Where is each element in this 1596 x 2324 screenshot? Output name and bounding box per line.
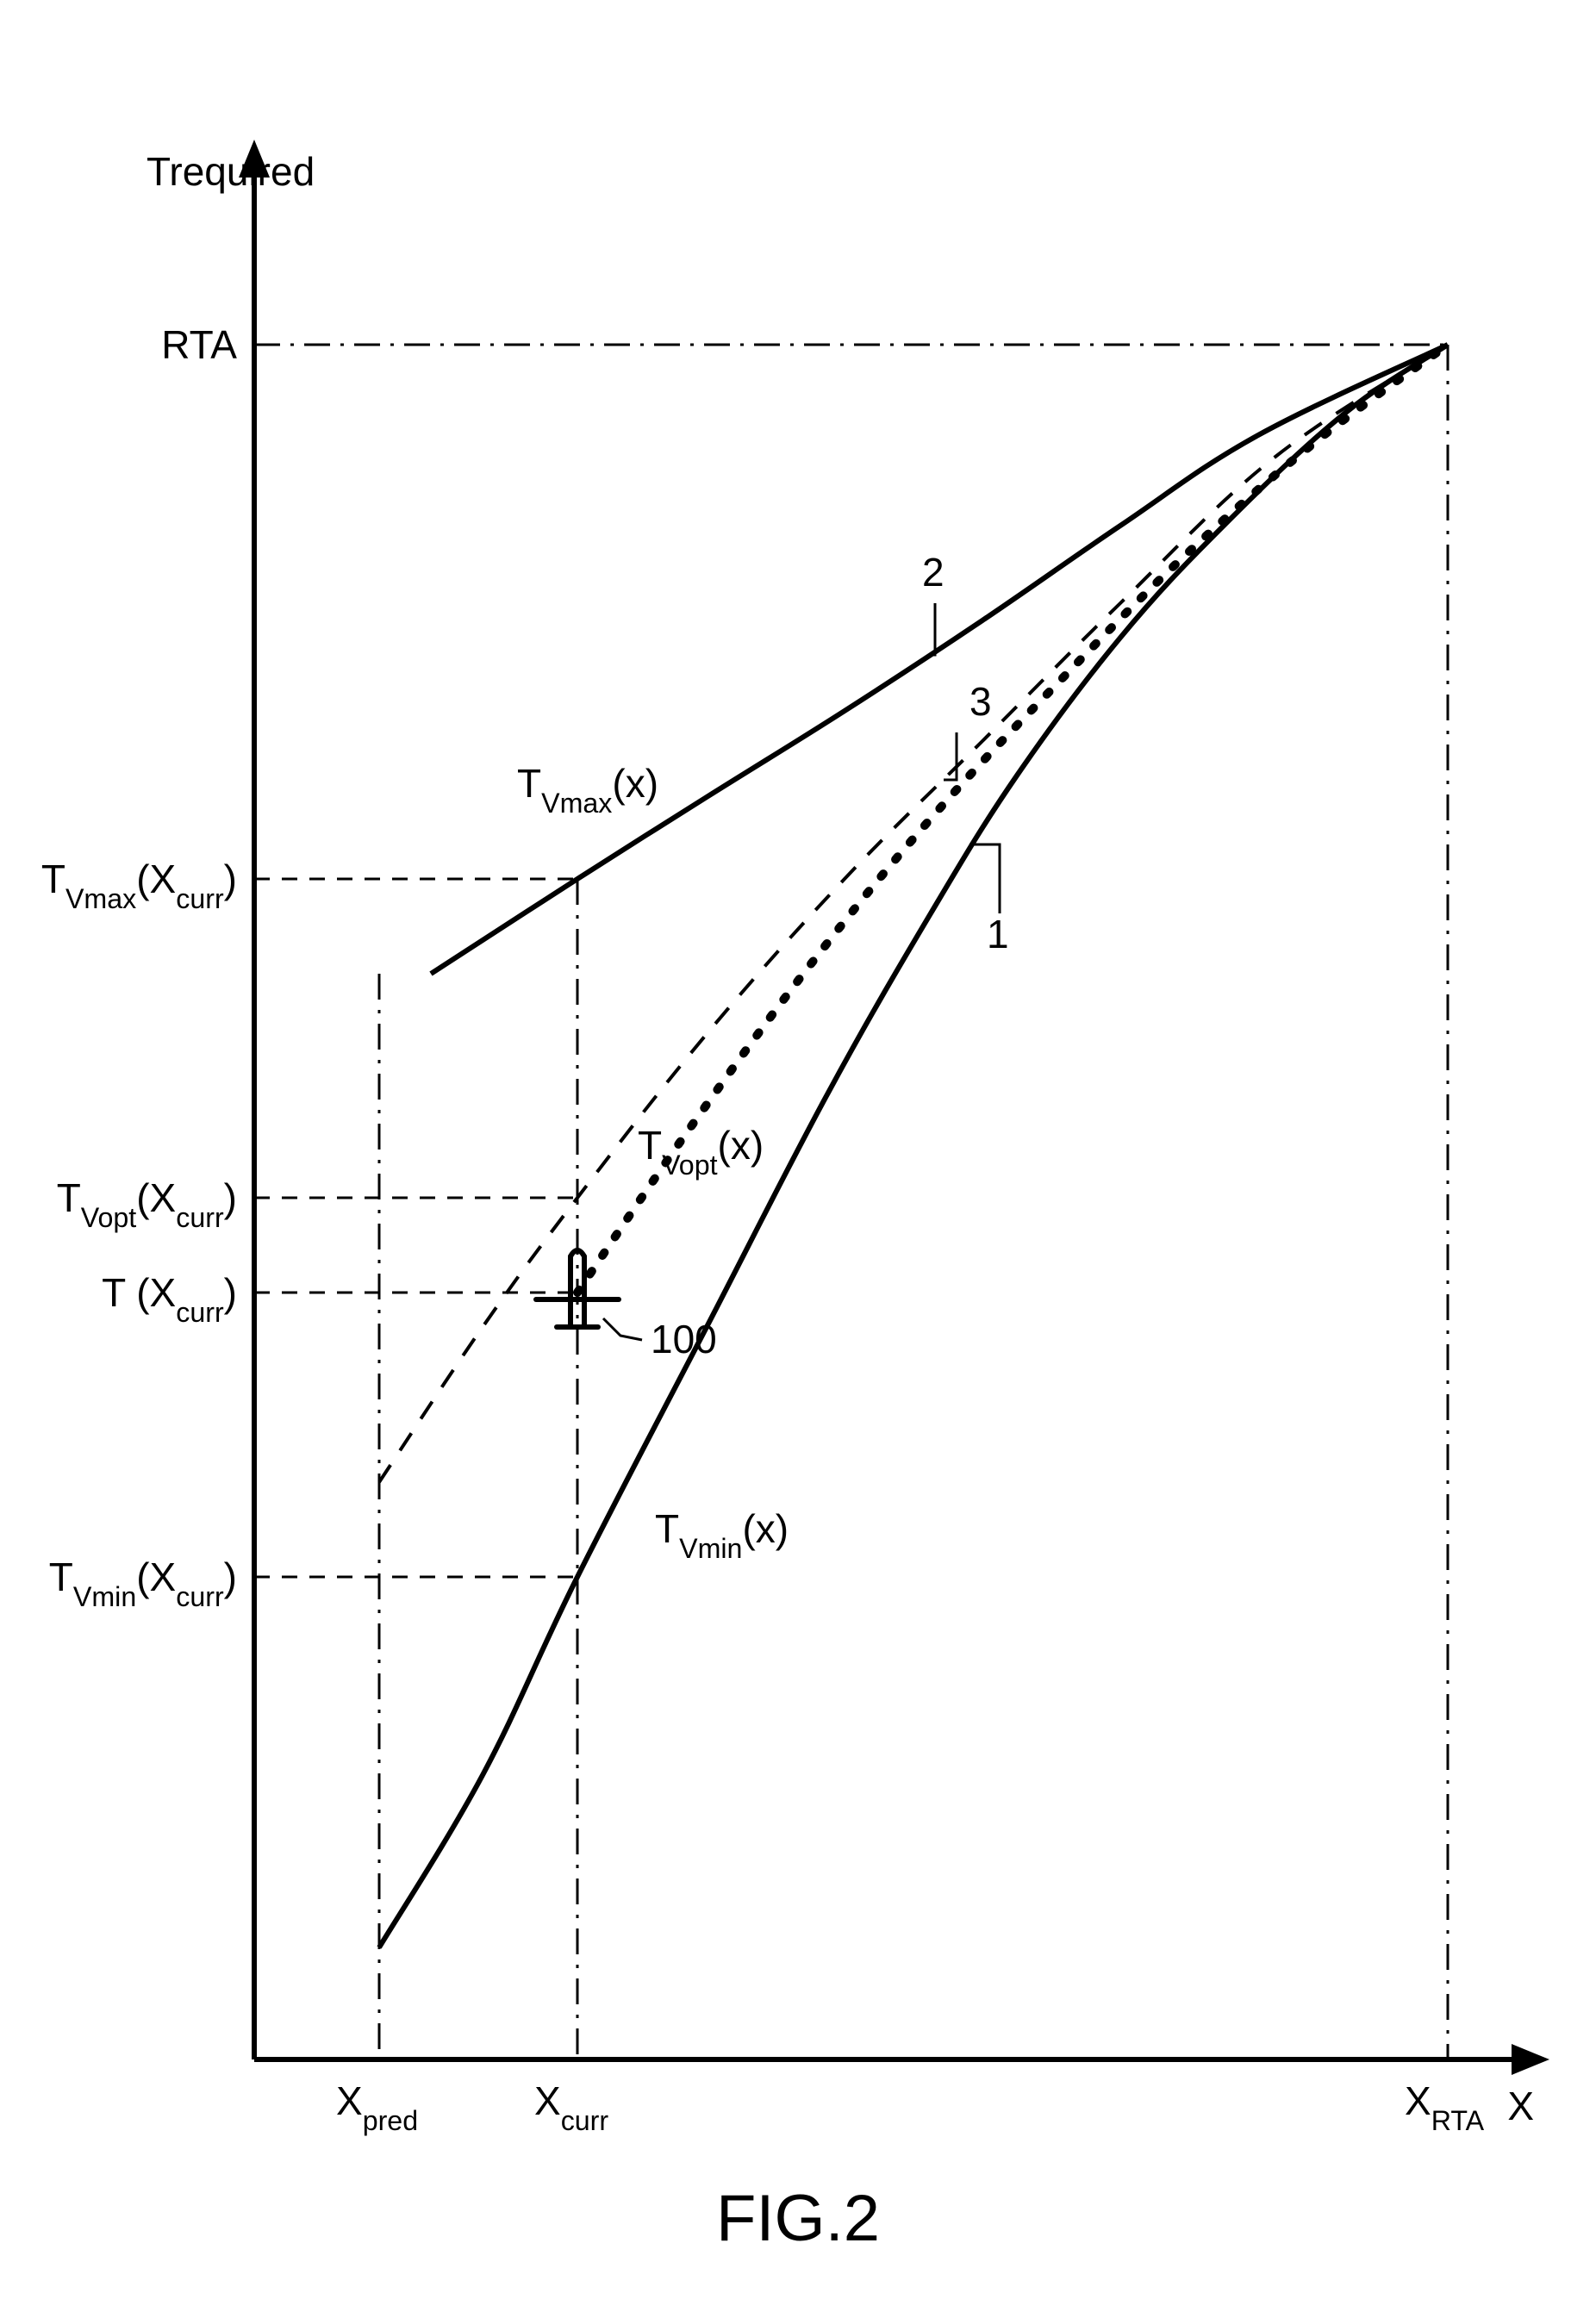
- callout-100: 100: [651, 1317, 717, 1361]
- leader-1: [969, 844, 1000, 913]
- xtick-X_RTA: XRTA: [1405, 2078, 1485, 2136]
- leader-100: [603, 1318, 642, 1340]
- ytick-tvmin: TVmin(Xcurr): [49, 1555, 237, 1612]
- label-curve-vopt: TVopt(x): [638, 1123, 764, 1181]
- x-axis-label: X: [1507, 2084, 1534, 2128]
- figure-caption: FIG.2: [716, 2182, 880, 2255]
- label-curve-vmin: TVmin(x): [655, 1506, 789, 1564]
- xtick-X_pred: Xpred: [336, 2078, 418, 2136]
- leader-2: [931, 603, 935, 655]
- x-axis-arrow: [1512, 2044, 1549, 2075]
- curve-vopt: [379, 345, 1448, 1482]
- y-axis-label: Trequired: [147, 149, 315, 194]
- rta-label: RTA: [161, 322, 237, 367]
- xtick-X_curr: Xcurr: [534, 2078, 608, 2136]
- ytick-tvmax: TVmax(Xcurr): [41, 857, 237, 914]
- callout-2: 2: [922, 550, 945, 595]
- ytick-tvopt: TVopt(Xcurr): [57, 1175, 237, 1233]
- callout-3: 3: [969, 679, 992, 724]
- callout-1: 1: [987, 912, 1009, 956]
- label-curve-vmax: TVmax(x): [517, 761, 658, 819]
- curve-vmin: [379, 345, 1448, 1947]
- curve-vmax: [431, 345, 1448, 974]
- ytick-t: T (Xcurr): [102, 1270, 237, 1328]
